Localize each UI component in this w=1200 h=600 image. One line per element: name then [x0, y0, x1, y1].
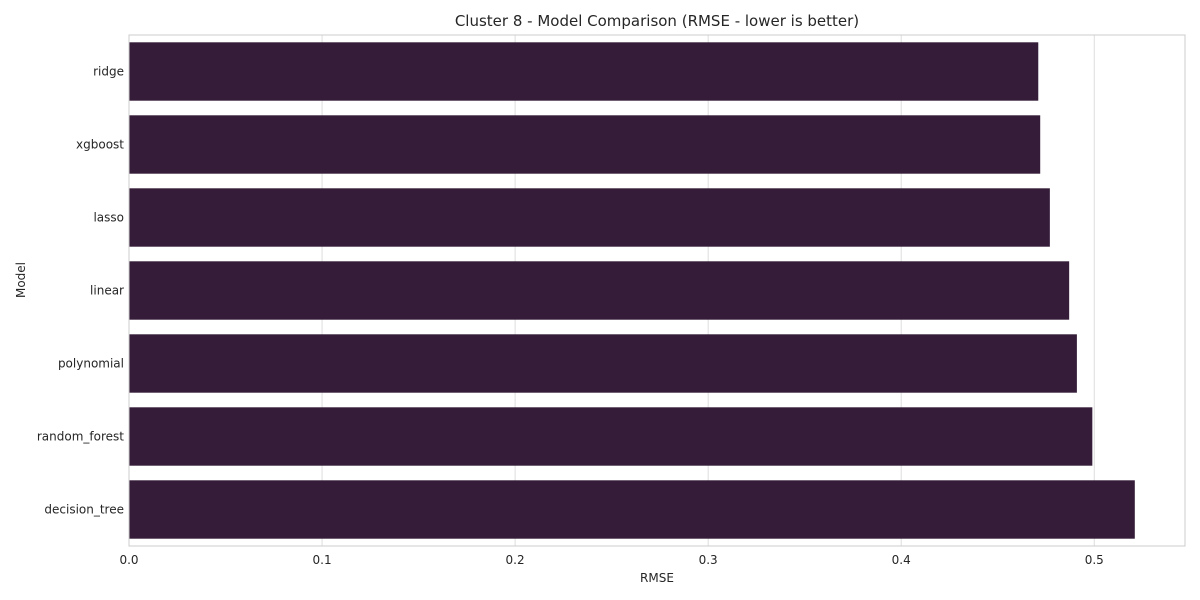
x-tick-label: 0.1	[313, 553, 332, 567]
y-tick-label: decision_tree	[44, 503, 124, 517]
y-axis-label: Model	[14, 262, 28, 298]
x-tick-label: 0.3	[699, 553, 718, 567]
bar-polynomial	[129, 334, 1077, 393]
chart-title: Cluster 8 - Model Comparison (RMSE - low…	[455, 12, 859, 30]
bar-random-forest	[129, 407, 1093, 466]
x-tick-label: 0.5	[1085, 553, 1104, 567]
plot-frame	[128, 34, 1186, 547]
x-tick-label: 0.4	[892, 553, 911, 567]
x-tick-labels: 0.0 0.1 0.2 0.3 0.4 0.5	[119, 553, 1103, 567]
bar-xgboost	[129, 115, 1041, 174]
y-tick-labels: ridge xgboost lasso linear polynomial random_…	[37, 65, 124, 517]
y-tick-label: ridge	[93, 65, 124, 79]
y-tick-label: lasso	[93, 211, 124, 225]
bars	[129, 42, 1135, 539]
y-tick-label: xgboost	[76, 138, 124, 152]
y-tick-label: linear	[90, 284, 124, 298]
y-tick-label: polynomial	[58, 357, 124, 371]
bar-ridge	[129, 42, 1039, 101]
x-tick-label: 0.2	[506, 553, 525, 567]
bar-decision-tree	[129, 480, 1135, 539]
x-tick-label: 0.0	[119, 553, 138, 567]
y-tick-label: random_forest	[37, 430, 124, 444]
x-axis-label: RMSE	[640, 571, 674, 585]
bar-lasso	[129, 188, 1050, 247]
bar-linear	[129, 261, 1070, 320]
